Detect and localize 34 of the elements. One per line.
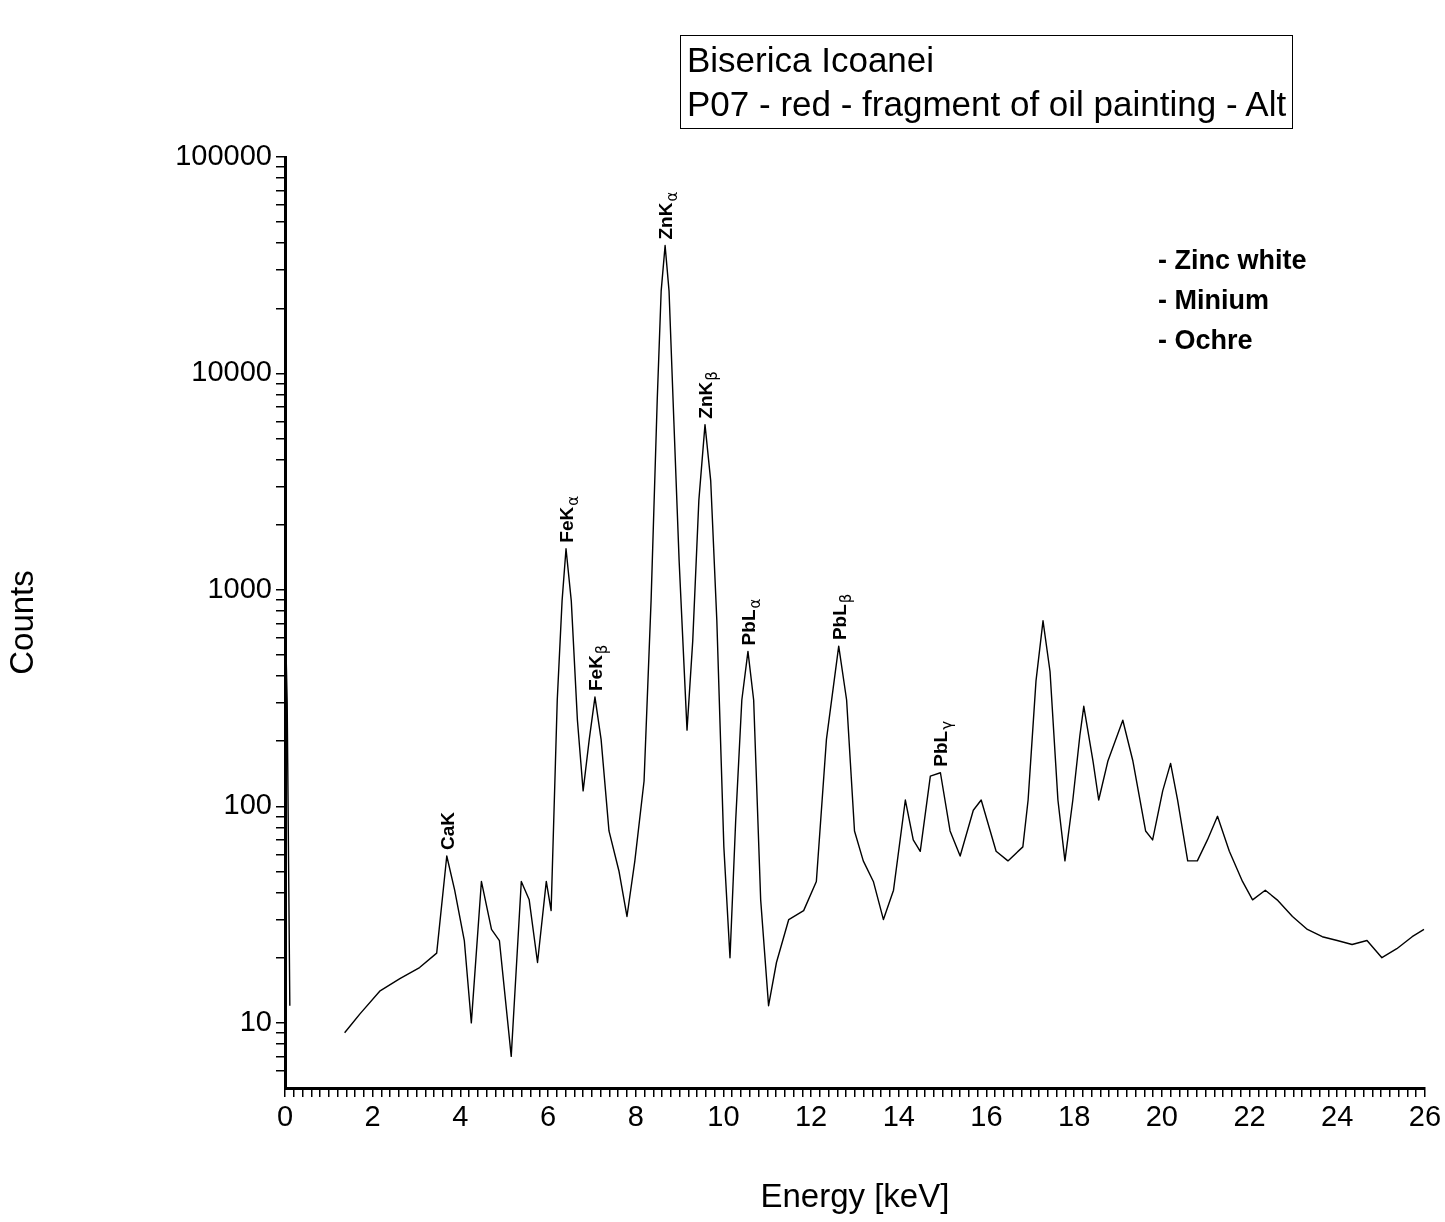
annotation: PbLβ <box>828 593 855 641</box>
annotation: - Zinc white <box>1158 244 1307 277</box>
y-tick-label: 1000 <box>207 571 272 604</box>
x-tick-label: 8 <box>627 1100 644 1133</box>
annotation: FeKα <box>556 495 583 543</box>
y-tick-label: 100000 <box>175 139 272 171</box>
y-tick-label: 10 <box>239 1004 272 1037</box>
x-axis-title: Energy [keV] <box>760 1177 950 1215</box>
x-tick-label: 6 <box>539 1100 557 1133</box>
y-tick-label: 10000 <box>191 355 272 388</box>
x-tick-label: 4 <box>452 1100 469 1133</box>
annotation: ZnKβ <box>695 371 721 419</box>
x-tick-label: 22 <box>1233 1100 1266 1133</box>
annotation: FeKβ <box>584 644 611 692</box>
y-tick-label: 100 <box>223 788 272 821</box>
chart-subtitle: P07 - red - fragment of oil painting - Alt <box>687 83 1287 125</box>
annotation: ZnKα <box>655 191 682 240</box>
annotation: CaK <box>436 811 458 850</box>
x-tick-label: 10 <box>707 1100 740 1133</box>
y-axis-title: Counts <box>2 570 40 675</box>
annotation: PbLα <box>737 598 764 646</box>
annotation: - Minium <box>1158 284 1270 317</box>
x-tick-label: 18 <box>1058 1100 1091 1133</box>
x-tick-label: 26 <box>1408 1100 1441 1133</box>
x-tick-label: 16 <box>970 1100 1003 1133</box>
x-tick-label: 24 <box>1321 1100 1354 1133</box>
annotation: - Ochre <box>1158 324 1254 357</box>
annotation: PbLγ <box>930 720 957 767</box>
x-tick-label: 14 <box>882 1100 915 1133</box>
chart-title: Biserica Icoanei <box>687 39 936 81</box>
x-tick-label: 0 <box>276 1100 294 1133</box>
x-tick-label: 12 <box>794 1100 828 1133</box>
x-tick-label: 2 <box>364 1100 381 1133</box>
x-tick-label: 20 <box>1145 1100 1178 1133</box>
